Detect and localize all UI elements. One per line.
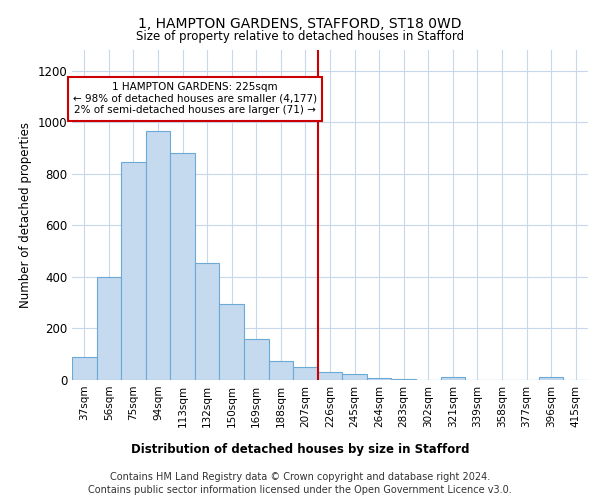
- Bar: [539, 378, 563, 380]
- Bar: [367, 378, 391, 380]
- Text: 1 HAMPTON GARDENS: 225sqm
← 98% of detached houses are smaller (4,177)
2% of sem: 1 HAMPTON GARDENS: 225sqm ← 98% of detac…: [73, 82, 317, 116]
- Text: Contains public sector information licensed under the Open Government Licence v3: Contains public sector information licen…: [88, 485, 512, 495]
- Bar: [293, 367, 318, 380]
- Y-axis label: Number of detached properties: Number of detached properties: [19, 122, 32, 308]
- Bar: [170, 153, 195, 380]
- Bar: [146, 131, 170, 380]
- Text: 1, HAMPTON GARDENS, STAFFORD, ST18 0WD: 1, HAMPTON GARDENS, STAFFORD, ST18 0WD: [138, 18, 462, 32]
- Text: Distribution of detached houses by size in Stafford: Distribution of detached houses by size …: [131, 442, 469, 456]
- Bar: [440, 378, 465, 380]
- Bar: [97, 277, 121, 380]
- Text: Size of property relative to detached houses in Stafford: Size of property relative to detached ho…: [136, 30, 464, 43]
- Bar: [220, 304, 244, 380]
- Text: Contains HM Land Registry data © Crown copyright and database right 2024.: Contains HM Land Registry data © Crown c…: [110, 472, 490, 482]
- Bar: [318, 372, 342, 380]
- Bar: [342, 374, 367, 380]
- Bar: [72, 357, 97, 380]
- Bar: [391, 378, 416, 380]
- Bar: [121, 162, 146, 380]
- Bar: [244, 339, 269, 380]
- Bar: [269, 360, 293, 380]
- Bar: [195, 262, 220, 380]
